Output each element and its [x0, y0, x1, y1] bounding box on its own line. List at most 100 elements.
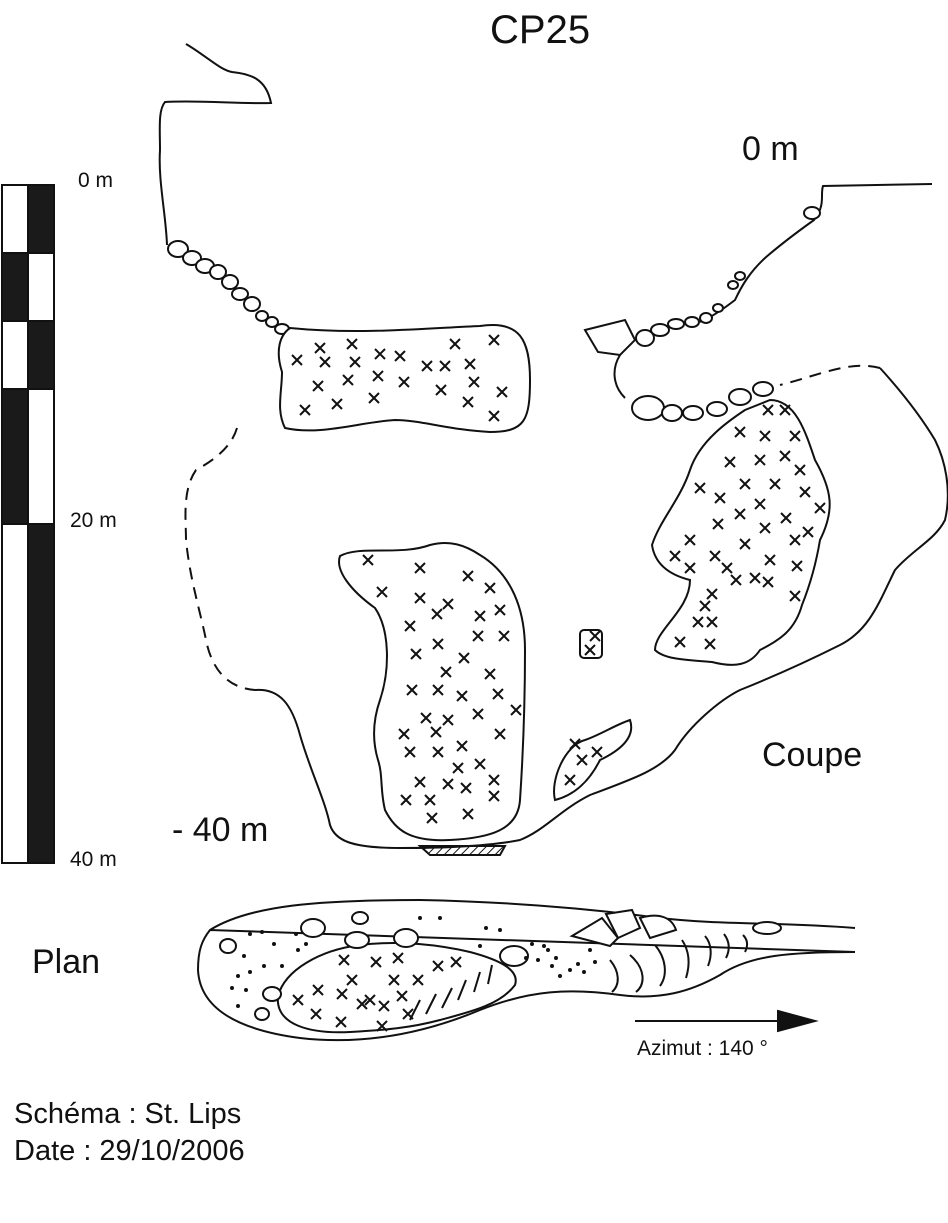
debris-cross-85 [493, 689, 503, 699]
gravel-dot-18 [536, 958, 540, 962]
debris-cross-77 [433, 639, 443, 649]
debris-cross-43 [760, 523, 770, 533]
scale-label-20: 20 m [70, 509, 117, 532]
debris-cross-15 [343, 375, 353, 385]
gravel-dot-3 [280, 964, 284, 968]
debris-cross-47 [790, 535, 800, 545]
scale-bar [1, 184, 55, 864]
azimut-label: Azimut : 140 ° [637, 1037, 768, 1060]
debris-cross-107 [590, 631, 600, 641]
debris-cross-66 [463, 571, 473, 581]
gravel-dots [230, 916, 597, 1008]
schema-credit: Schéma : St. Lips [14, 1098, 242, 1130]
depth-top-label: 0 m [742, 130, 799, 168]
debris-cross-60 [693, 617, 703, 627]
debris-cross-6 [450, 339, 460, 349]
gravel-dot-27 [582, 970, 586, 974]
debris-cross-13 [465, 359, 475, 369]
debris-cross-31 [725, 457, 735, 467]
debris-cross-100 [489, 775, 499, 785]
debris-cross-32 [795, 465, 805, 475]
debris-cross-74 [495, 605, 505, 615]
boulder-chain-left [167, 240, 290, 335]
debris-cross-8 [320, 357, 330, 367]
debris-cross-57 [707, 589, 717, 599]
gravel-dot-31 [524, 956, 528, 960]
debris-cross-62 [675, 637, 685, 647]
gravel-dot-6 [248, 970, 252, 974]
debris-cross-5 [422, 361, 432, 371]
debris-cross-21 [332, 399, 342, 409]
debris-cross-91 [431, 727, 441, 737]
debris-cross-89 [511, 705, 521, 715]
debris-cross-4 [395, 351, 405, 361]
gravel-dot-7 [262, 964, 266, 968]
debris-cross-121 [365, 995, 375, 1005]
debris-cross-36 [800, 487, 810, 497]
debris-cross-46 [740, 539, 750, 549]
debris-cross-112 [577, 755, 587, 765]
debris-cross-53 [750, 573, 760, 583]
debris-cross-90 [399, 729, 409, 739]
debris-cross-67 [377, 587, 387, 597]
debris-cross-58 [790, 591, 800, 601]
debris-cross-98 [415, 777, 425, 787]
debris-cross-64 [363, 555, 373, 565]
debris-cross-0 [292, 355, 302, 365]
debris-cross-104 [489, 791, 499, 801]
debris-cross-94 [405, 747, 415, 757]
debris-cross-123 [293, 995, 303, 1005]
debris-cross-65 [415, 563, 425, 573]
debris-cross-117 [389, 975, 399, 985]
debris-cross-38 [755, 499, 765, 509]
debris-cross-110 [592, 747, 602, 757]
debris-cross-68 [415, 593, 425, 603]
date-credit: Date : 29/10/2006 [14, 1135, 245, 1167]
gravel-dot-24 [546, 948, 550, 952]
debris-cross-95 [433, 747, 443, 757]
debris-cross-72 [432, 609, 442, 619]
gravel-dot-20 [558, 974, 562, 978]
debris-cross-49 [710, 551, 720, 561]
debris-cross-11 [399, 377, 409, 387]
gravel-dot-26 [593, 960, 597, 964]
debris-cross-7 [489, 335, 499, 345]
debris-cross-12 [440, 361, 450, 371]
debris-cross-122 [397, 991, 407, 1001]
debris-cross-37 [715, 493, 725, 503]
debris-cross-120 [337, 989, 347, 999]
gravel-dot-21 [568, 968, 572, 972]
debris-cross-80 [411, 649, 421, 659]
debris-cross-35 [770, 479, 780, 489]
debris-cross-27 [760, 431, 770, 441]
debris-cross-127 [336, 1017, 346, 1027]
gravel-dot-30 [478, 944, 482, 948]
gravel-dot-17 [542, 944, 546, 948]
debris-cross-56 [763, 577, 773, 587]
debris-cross-14 [313, 381, 323, 391]
debris-cross-34 [740, 479, 750, 489]
debris-cross-116 [347, 975, 357, 985]
gravel-dot-9 [244, 988, 248, 992]
debris-cross-102 [425, 795, 435, 805]
debris-cross-48 [670, 551, 680, 561]
debris-cross-114 [371, 957, 381, 967]
section-label: Coupe [762, 736, 863, 774]
debris-cross-108 [585, 645, 595, 655]
debris-cross-76 [499, 631, 509, 641]
debris-cross-69 [443, 599, 453, 609]
debris-cross-20 [300, 405, 310, 415]
debris-cross-81 [441, 667, 451, 677]
debris-cross-33 [695, 483, 705, 493]
debris-cross-87 [443, 715, 453, 725]
debris-cross-10 [373, 371, 383, 381]
debris-cross-105 [427, 813, 437, 823]
page-title: CP25 [490, 8, 591, 52]
debris-cross-83 [433, 685, 443, 695]
debris-cross-92 [457, 741, 467, 751]
debris-cross-78 [459, 653, 469, 663]
debris-cross-63 [705, 639, 715, 649]
section-outline [160, 44, 948, 855]
debris-cross-131 [433, 961, 443, 971]
debris-cross-101 [401, 795, 411, 805]
